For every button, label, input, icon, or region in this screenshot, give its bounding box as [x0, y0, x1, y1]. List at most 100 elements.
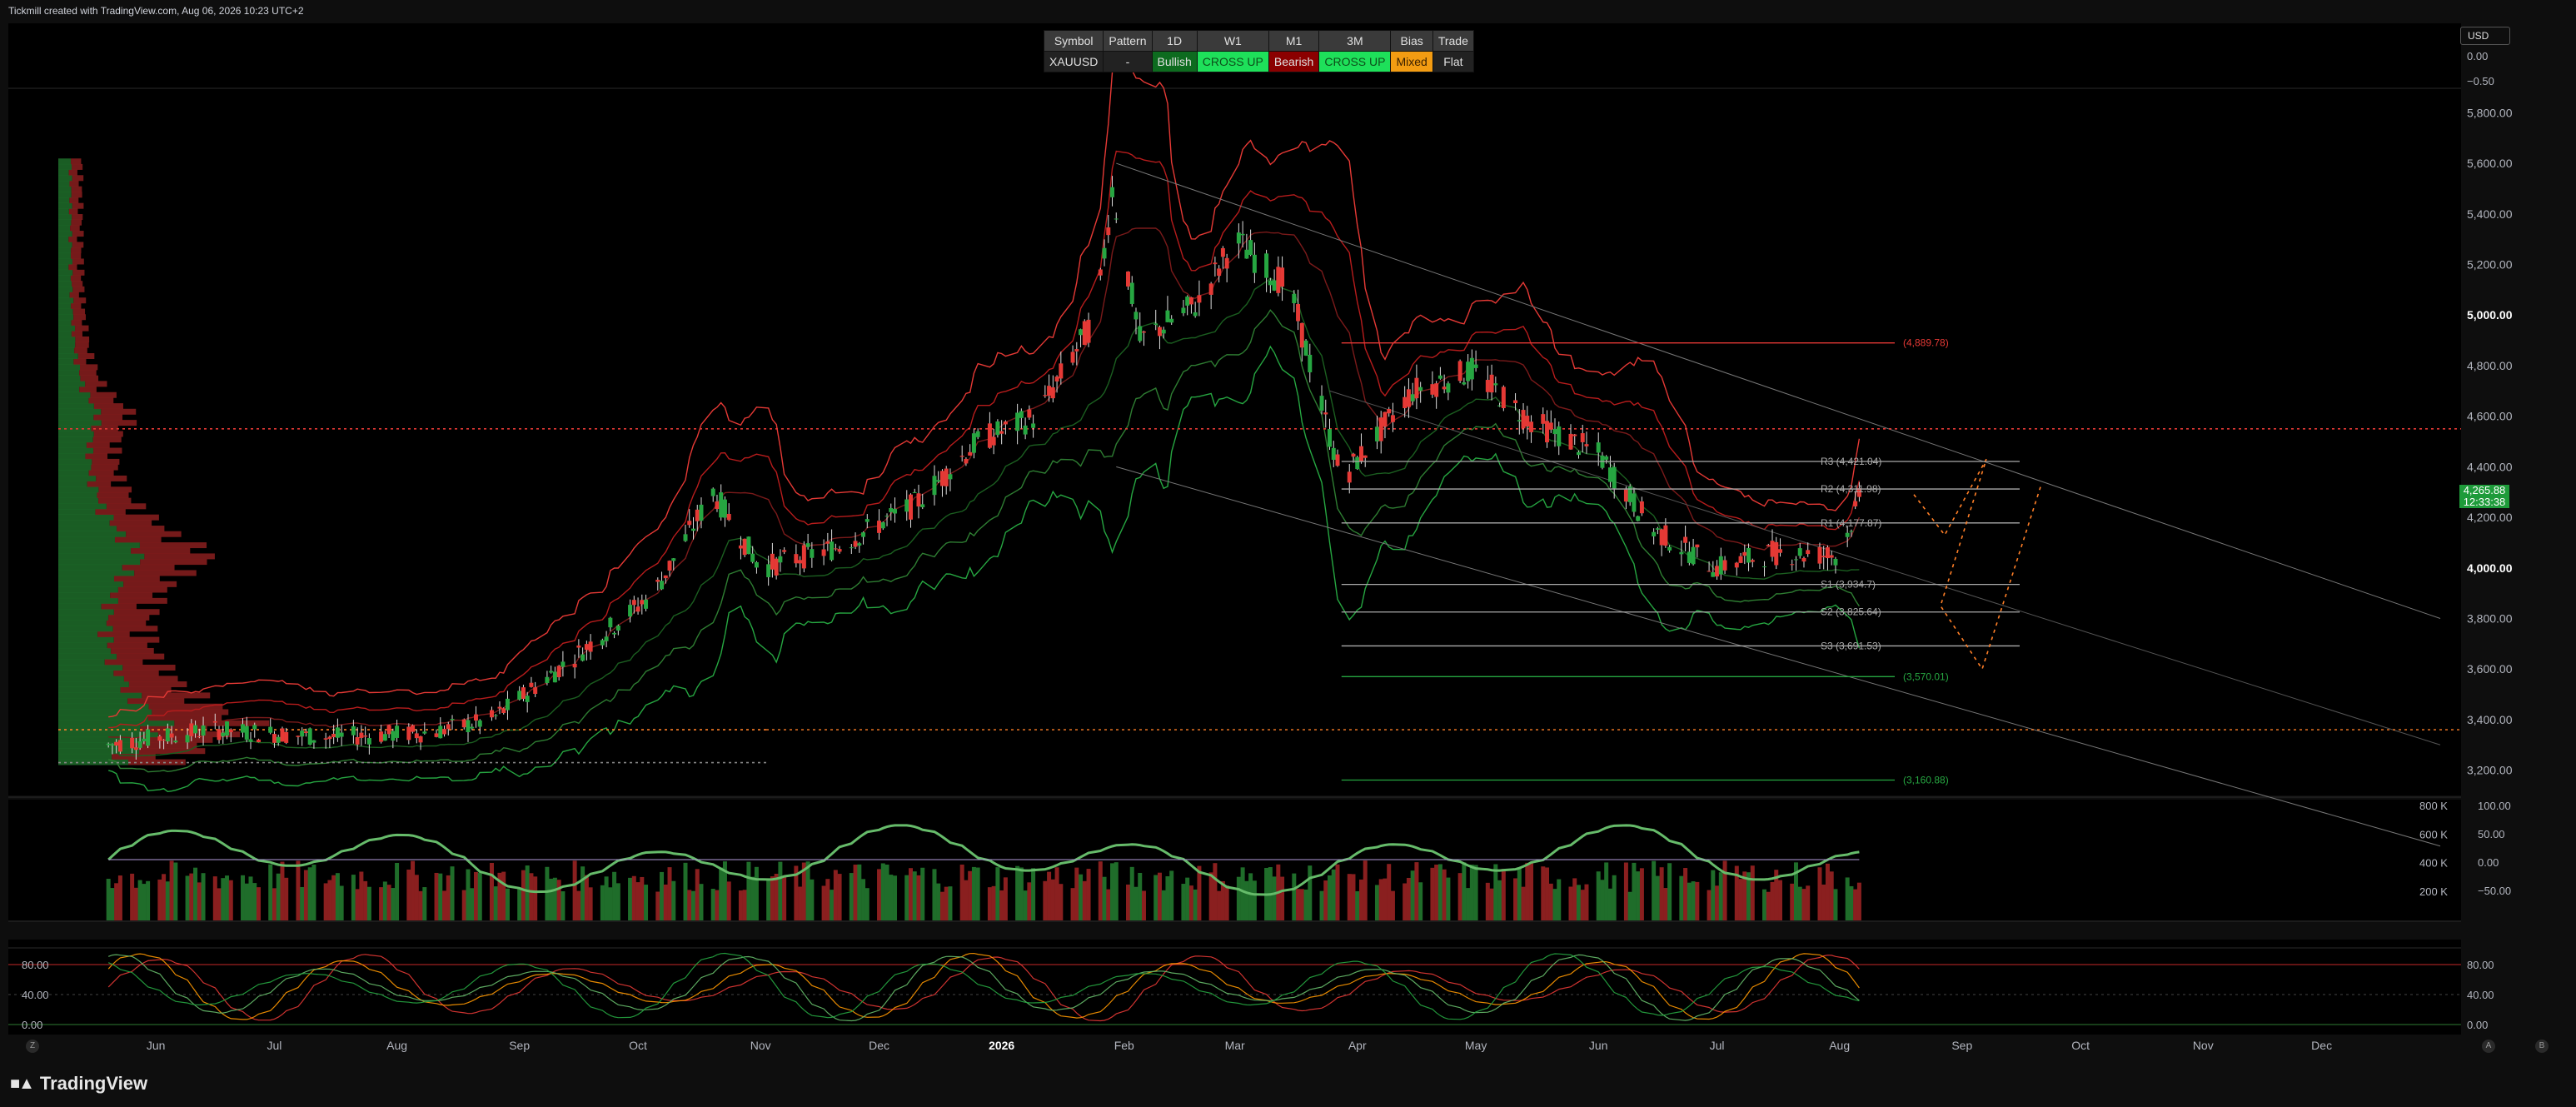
volume-profile-sell	[117, 526, 165, 532]
header-pattern: Pattern	[1103, 30, 1153, 52]
volume-bar	[379, 887, 384, 920]
candle-body	[1276, 267, 1281, 293]
volume-bar	[1414, 862, 1419, 920]
candle-body	[446, 724, 451, 730]
candle-body	[1390, 415, 1395, 422]
log-scale-button[interactable]: B	[2535, 1040, 2549, 1053]
candle-body	[296, 736, 301, 737]
volume-profile-sell	[72, 308, 86, 315]
volume-profile-buy	[58, 715, 148, 721]
volume-profile-buy	[58, 536, 115, 543]
candle-body	[683, 534, 688, 541]
zoom-reset-button[interactable]: Z	[26, 1040, 39, 1053]
volume-bar	[529, 873, 534, 920]
candle-body	[1134, 312, 1139, 320]
candle-body	[1114, 218, 1119, 220]
volume-profile-buy	[58, 542, 140, 549]
candle-body	[612, 632, 617, 635]
volume-profile-sell	[70, 225, 80, 232]
volume-profile-buy	[58, 197, 70, 203]
volume-bar	[157, 879, 162, 920]
candle-body	[1793, 559, 1798, 561]
volume-profile-buy	[58, 703, 149, 710]
candle-body	[861, 532, 866, 537]
volume-bar	[1244, 880, 1249, 920]
volume-bar	[335, 873, 340, 920]
volume-bar	[351, 875, 356, 920]
candle-body	[1738, 556, 1743, 563]
volume-bar	[1059, 884, 1064, 920]
volume-bar	[1224, 885, 1229, 920]
candle-body	[1047, 386, 1052, 396]
volume-bar	[1469, 865, 1474, 920]
volume-profile-sell	[93, 403, 123, 410]
volume-profile-buy	[58, 375, 81, 381]
candle-body	[1572, 434, 1577, 436]
volume-bar	[1019, 867, 1024, 920]
time-axis-label: Nov	[750, 1039, 771, 1052]
volume-bar	[355, 889, 360, 920]
candle-body	[766, 564, 771, 577]
volume-bar	[248, 876, 253, 920]
volume-bar	[1806, 885, 1811, 920]
auto-scale-button[interactable]: A	[2482, 1040, 2495, 1053]
candle-body	[936, 480, 941, 482]
volume-bar	[1762, 889, 1767, 920]
volume-bar	[687, 890, 692, 920]
volume-profile-buy	[58, 269, 73, 276]
candle-body	[1328, 428, 1333, 447]
candle-body	[1106, 227, 1111, 236]
candle-body	[366, 738, 371, 745]
volume-profile-sell	[122, 564, 175, 571]
volume-bar	[853, 864, 858, 920]
volume-profile-sell	[70, 252, 82, 259]
volume-profile-sell	[101, 603, 137, 610]
volume-bar	[1185, 877, 1190, 920]
volume-profile-sell	[114, 536, 162, 543]
volume-bar	[612, 871, 617, 920]
candle-body	[1059, 363, 1064, 379]
volume-bar	[1604, 862, 1609, 920]
candle-body	[217, 729, 222, 740]
candle-body	[1833, 558, 1838, 566]
volume-bar	[1521, 886, 1526, 920]
candle-body	[533, 687, 538, 695]
pivot-level-label: (4,889.78)	[1903, 337, 1949, 349]
volume-profile-buy	[58, 297, 74, 304]
candle-body	[1015, 412, 1020, 431]
volume-profile-buy	[58, 425, 92, 431]
volume-bar	[1403, 883, 1408, 920]
volume-profile-buy	[58, 336, 76, 342]
candle-body	[1849, 531, 1854, 532]
volume-axis-label: 200 K	[2419, 885, 2448, 898]
volume-profile-sell	[109, 520, 152, 526]
price-axis-label: 3,200.00	[2467, 764, 2513, 777]
volume-bar	[193, 867, 198, 920]
candle-body	[1387, 409, 1392, 414]
volume-bar	[185, 875, 190, 920]
volume-profile-buy	[58, 748, 139, 755]
volume-bar	[442, 890, 447, 920]
candle-body	[1351, 453, 1356, 457]
time-axis-label: Apr	[1348, 1039, 1367, 1052]
candle-body	[379, 731, 384, 742]
volume-bar	[133, 887, 138, 920]
volume-bar	[1457, 873, 1462, 920]
pivot-level-label: R1 (4,177.87)	[1821, 517, 1881, 529]
volume-bar	[1627, 891, 1632, 920]
stochastic-axis-label-right: 0.00	[2467, 1019, 2488, 1031]
time-axis-label: Dec	[869, 1039, 889, 1052]
volume-bar	[861, 879, 866, 920]
candle-body	[1406, 389, 1411, 407]
volume-bar	[1596, 871, 1601, 920]
volume-profile-buy	[58, 247, 72, 254]
volume-bar	[386, 885, 391, 920]
currency-selector-button[interactable]: USD	[2460, 27, 2510, 45]
volume-profile-sell	[101, 420, 137, 426]
volume-profile-sell	[90, 391, 117, 398]
candle-body	[1691, 546, 1696, 565]
volume-bar	[1817, 867, 1822, 920]
volume-profile-sell	[68, 208, 78, 215]
volume-bar	[1098, 861, 1103, 920]
